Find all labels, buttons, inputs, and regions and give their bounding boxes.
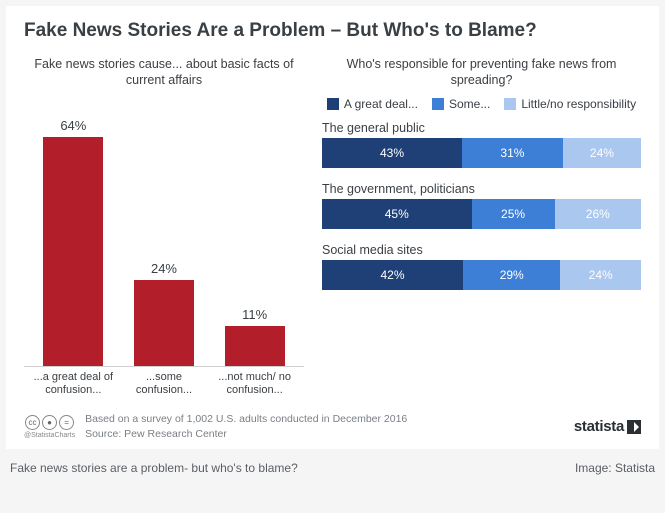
stack-group: The general public 43%31%24% (322, 121, 641, 168)
legend-label: A great deal... (344, 97, 418, 111)
bar-column: 24% (124, 261, 204, 366)
bar (43, 137, 103, 366)
stack-segment: 31% (462, 138, 563, 168)
legend-label: Little/no responsibility (521, 97, 636, 111)
infographic-card: Fake News Stories Are a Problem – But Wh… (6, 6, 659, 449)
stack-segment: 29% (463, 260, 560, 290)
bar-chart: 64% 24% 11% (24, 97, 304, 367)
source-block: Based on a survey of 1,002 U.S. adults c… (85, 412, 574, 441)
cc-license-icon: cc●= @StatistaCharts (24, 415, 75, 439)
legend-swatch-icon (504, 98, 516, 110)
caption-credit: Image: Statista (575, 461, 655, 475)
source-text: Source: Pew Research Center (85, 427, 574, 442)
bar-label: ...some confusion... (124, 371, 204, 399)
stacked-bar: 45%25%26% (322, 199, 641, 229)
legend-label: Some... (449, 97, 490, 111)
bar-label: ...a great deal of confusion... (33, 371, 113, 399)
chart-title: Fake News Stories Are a Problem – But Wh… (24, 20, 641, 42)
legend-item: Some... (432, 97, 490, 111)
stack-segment: 45% (322, 199, 472, 229)
survey-note: Based on a survey of 1,002 U.S. adults c… (85, 412, 574, 427)
bar (225, 326, 285, 365)
stack-label: Social media sites (322, 243, 641, 257)
statista-logo: statista (574, 418, 641, 435)
stacked-bar: 43%31%24% (322, 138, 641, 168)
logo-mark-icon (627, 420, 641, 434)
attribution-handle: @StatistaCharts (24, 432, 75, 439)
stacked-bars: The general public43%31%24%The governmen… (322, 121, 641, 290)
stack-group: The government, politicians 45%25%26% (322, 182, 641, 229)
right-panel: Who's responsible for preventing fake ne… (322, 56, 641, 398)
left-panel: Fake news stories cause... about basic f… (24, 56, 304, 398)
caption-text: Fake news stories are a problem- but who… (10, 461, 298, 475)
legend-item: A great deal... (327, 97, 418, 111)
legend: A great deal... Some... Little/no responsi… (322, 97, 641, 111)
footer: cc●= @StatistaCharts Based on a survey o… (24, 412, 641, 441)
stack-segment: 42% (322, 260, 463, 290)
stack-segment: 43% (322, 138, 462, 168)
bar-column: 64% (33, 118, 113, 366)
legend-swatch-icon (432, 98, 444, 110)
bar-value: 24% (151, 261, 177, 276)
stack-label: The general public (322, 121, 641, 135)
bar-label: ...not much/ no confusion... (215, 371, 295, 399)
stack-segment: 26% (555, 199, 641, 229)
bar-value: 64% (60, 118, 86, 133)
caption-row: Fake news stories are a problem- but who… (0, 455, 665, 475)
left-subtitle: Fake news stories cause... about basic f… (24, 56, 304, 89)
legend-item: Little/no responsibility (504, 97, 636, 111)
stacked-bar: 42%29%24% (322, 260, 641, 290)
bar-value: 11% (242, 307, 267, 322)
legend-swatch-icon (327, 98, 339, 110)
bar (134, 280, 194, 366)
stack-group: Social media sites 42%29%24% (322, 243, 641, 290)
stack-segment: 25% (472, 199, 555, 229)
stack-segment: 24% (560, 260, 641, 290)
bar-column: 11% (215, 307, 295, 365)
logo-text: statista (574, 418, 624, 435)
stack-label: The government, politicians (322, 182, 641, 196)
stack-segment: 24% (563, 138, 641, 168)
bar-chart-labels: ...a great deal of confusion... ...some c… (24, 367, 304, 399)
panels: Fake news stories cause... about basic f… (24, 56, 641, 398)
right-subtitle: Who's responsible for preventing fake ne… (322, 56, 641, 89)
